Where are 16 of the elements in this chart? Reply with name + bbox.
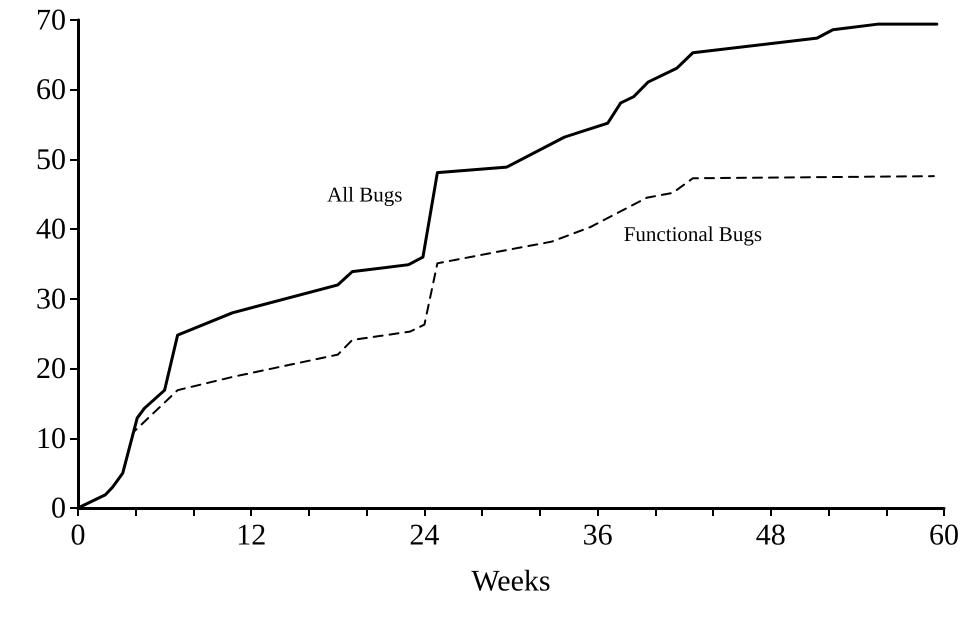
y-tick-label: 10 bbox=[36, 422, 66, 455]
series-label: Functional Bugs bbox=[624, 222, 762, 246]
x-tick-label: 12 bbox=[236, 518, 266, 552]
x-tick-label: 24 bbox=[409, 518, 440, 552]
y-tick-label: 40 bbox=[36, 212, 66, 246]
x-axis-title: Weeks bbox=[471, 564, 551, 598]
x-tick-label: 48 bbox=[756, 518, 786, 552]
y-tick-label: 30 bbox=[36, 282, 66, 316]
y-tick-label: 20 bbox=[36, 352, 66, 386]
y-tick-label: 70 bbox=[36, 4, 66, 36]
y-tick-label: 0 bbox=[51, 492, 66, 524]
x-tick-label: 60 bbox=[929, 518, 959, 552]
series-label: All Bugs bbox=[327, 182, 402, 207]
x-tick-label: 36 bbox=[582, 518, 613, 552]
y-tick-label: 60 bbox=[36, 73, 66, 106]
y-tick-label: 50 bbox=[36, 142, 66, 176]
